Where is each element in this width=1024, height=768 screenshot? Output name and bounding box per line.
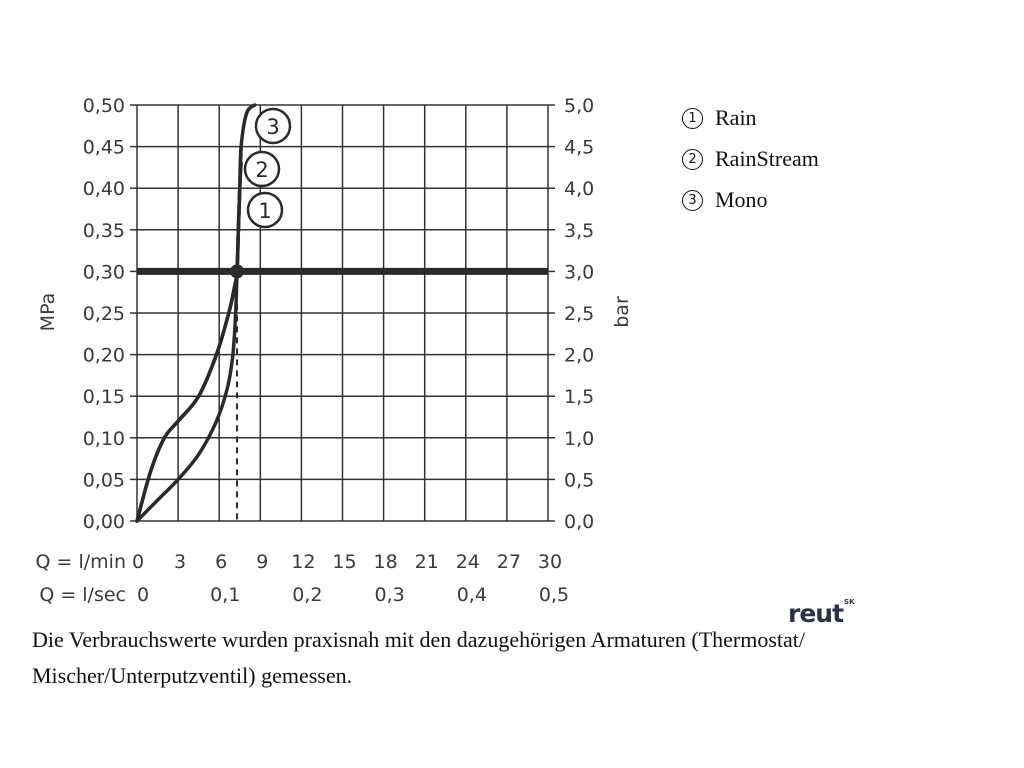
y-left-tick-label: 0,10 — [83, 428, 125, 450]
legend-label-rain: Rain — [715, 105, 757, 130]
x-tick-label-lmin: 12 — [291, 551, 315, 573]
x-tick-label-lsec: 0,2 — [292, 584, 322, 606]
consumption-note: Die Verbrauchswerte wurden praxisnah mit… — [32, 627, 805, 688]
legend-item-rainstream: 2 RainStream — [680, 143, 819, 184]
curve-badge-number-2: 2 — [255, 158, 268, 182]
curve-mono — [135, 103, 257, 523]
curve-badge-1 — [246, 191, 284, 229]
legend-label-mono: Mono — [715, 187, 768, 212]
logo-text: reut — [788, 599, 844, 628]
x-axis-label-lmin: Q = l/min — [36, 551, 126, 573]
y-left-axis-title: MPa — [37, 293, 59, 332]
y-right-tick-label: 2,0 — [564, 345, 594, 367]
legend-item-mono: 3 Mono — [680, 184, 819, 225]
y-right-axis-title: bar — [611, 296, 633, 328]
legend: 1 Rain 2 RainStream 3 Mono — [680, 102, 819, 225]
y-right-tick-label: 5,0 — [564, 95, 594, 117]
y-right-tick-label: 1,0 — [564, 428, 594, 450]
x-tick-label-lmin: 9 — [256, 551, 268, 573]
y-right-tick-label: 4,0 — [564, 178, 594, 200]
curve-badge-number-3: 3 — [266, 115, 279, 139]
y-left-tick-label: 0,50 — [83, 95, 125, 117]
y-right-tick-label: 2,5 — [564, 303, 594, 325]
y-left-tick-label: 0,35 — [83, 220, 125, 242]
x-tick-label-lmin: 21 — [415, 551, 439, 573]
y-right-tick-label: 3,5 — [564, 220, 594, 242]
y-right-tick-label: 0,5 — [564, 469, 594, 491]
logo-sup: SK — [844, 598, 855, 606]
legend-item-rain: 1 Rain — [680, 102, 819, 143]
x-tick-label-lsec: 0 — [137, 584, 149, 606]
reut-logo: reutSK — [788, 598, 855, 628]
operating-point — [230, 264, 245, 279]
x-tick-label-lmin: 24 — [456, 551, 480, 573]
y-right-tick-label: 3,0 — [564, 261, 594, 283]
x-axis-label-lsec: Q = l/sec — [39, 584, 126, 606]
x-tick-label-lmin: 18 — [374, 551, 398, 573]
y-left-tick-label: 0,20 — [83, 345, 125, 367]
legend-number-1: 1 — [682, 108, 703, 129]
x-tick-label-lsec: 0,4 — [457, 584, 487, 606]
legend-label-rainstream: RainStream — [715, 146, 819, 171]
x-tick-label-lmin: 0 — [132, 551, 144, 573]
x-tick-label-lmin: 3 — [174, 551, 186, 573]
y-right-tick-label: 0,0 — [564, 511, 594, 533]
y-right-tick-label: 1,5 — [564, 386, 594, 408]
x-tick-label-lsec: 0,5 — [539, 584, 569, 606]
y-left-tick-label: 0,40 — [83, 178, 125, 200]
curve-badge-3 — [254, 107, 292, 145]
x-tick-label-lmin: 6 — [215, 551, 227, 573]
y-left-tick-label: 0,45 — [83, 137, 125, 159]
curve-badge-number-1: 1 — [258, 199, 271, 223]
x-tick-label-lmin: 27 — [497, 551, 521, 573]
y-right-tick-label: 4,5 — [564, 137, 594, 159]
y-left-tick-label: 0,30 — [83, 261, 125, 283]
x-tick-label-lsec: 0,1 — [210, 584, 240, 606]
legend-number-2: 2 — [682, 149, 703, 170]
y-left-tick-label: 0,00 — [83, 511, 125, 533]
curve-badge-2 — [243, 150, 281, 188]
legend-number-3: 3 — [682, 190, 703, 211]
y-left-tick-label: 0,15 — [83, 386, 125, 408]
y-left-tick-label: 0,05 — [83, 469, 125, 491]
x-tick-label-lmin: 15 — [332, 551, 356, 573]
x-tick-label-lsec: 0,3 — [374, 584, 404, 606]
x-tick-label-lmin: 30 — [538, 551, 562, 573]
y-left-tick-label: 0,25 — [83, 303, 125, 325]
